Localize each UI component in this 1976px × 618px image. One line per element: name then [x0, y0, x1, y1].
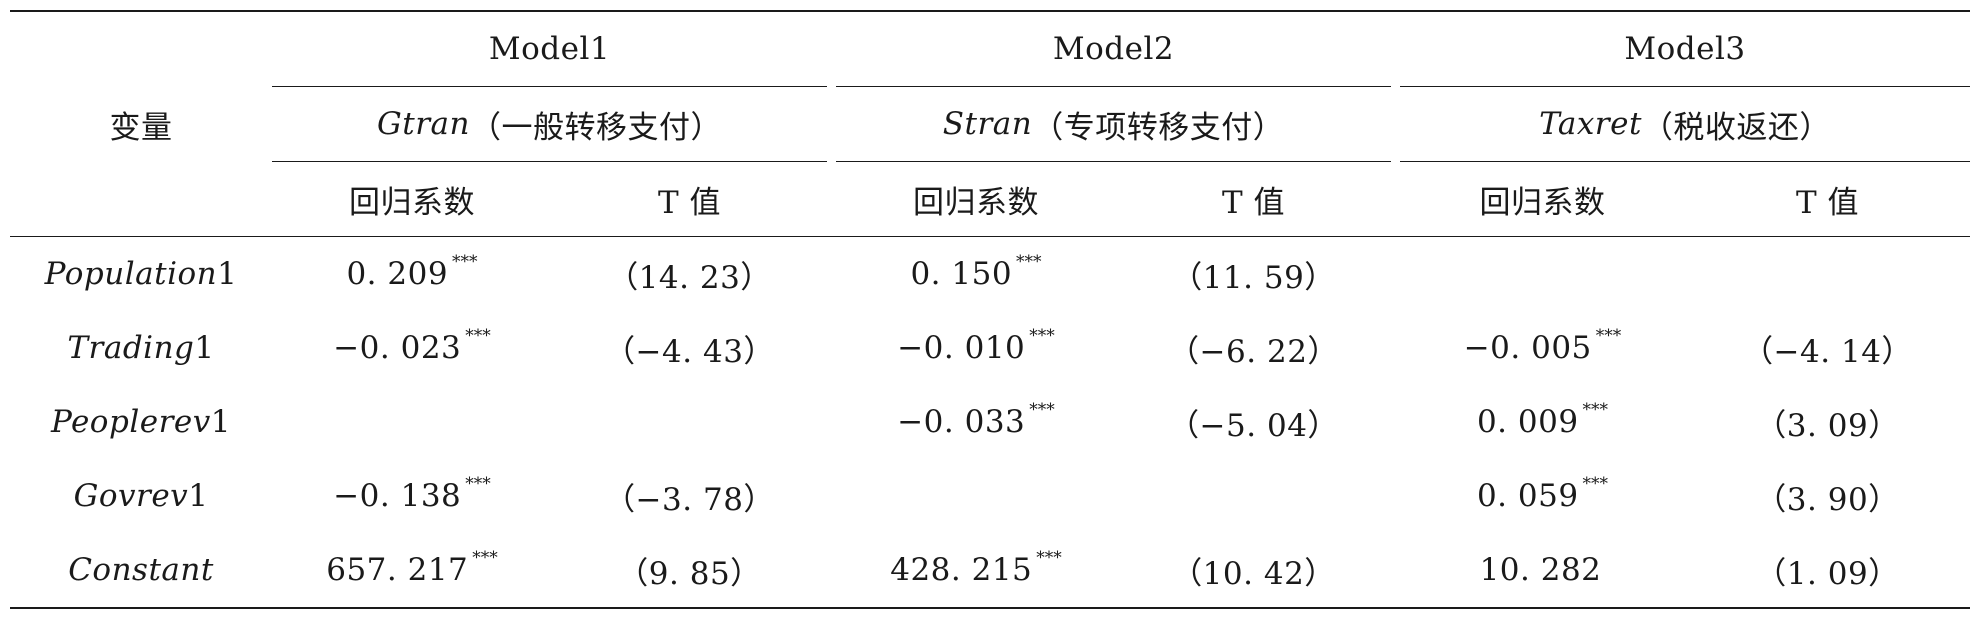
t-value-cell	[1116, 459, 1391, 533]
coefficient-cell: −0. 138 ***	[272, 459, 552, 533]
dep-var-desc: （税收返还）	[1641, 109, 1831, 146]
significance-stars: ***	[1029, 400, 1055, 420]
t-value-cell: （−6. 22）	[1168, 333, 1339, 370]
variable-suffix: 1	[194, 330, 215, 366]
model3-dependent-variable: Taxret （税收返还）	[1400, 87, 1970, 161]
variable-name: Trading 1	[10, 311, 272, 385]
model2-dependent-variable: Stran （专项转移支付）	[836, 87, 1391, 161]
t-value-cell: （10. 42）	[1171, 555, 1336, 592]
t-value-cell	[552, 385, 827, 459]
coefficient-cell: 428. 215 ***	[836, 533, 1116, 607]
variable-name: Govrev 1	[10, 459, 272, 533]
coefficient-cell: 10. 282	[1400, 533, 1685, 607]
dep-var-name: Gtran	[377, 106, 470, 142]
variable-label: Peoplerev	[51, 404, 211, 440]
variable-suffix: 1	[210, 404, 231, 440]
coefficient-value: 0. 009	[1476, 404, 1579, 440]
coefficient-cell	[272, 385, 552, 459]
t-value-cell	[1685, 237, 1970, 311]
variable-label: Population	[44, 256, 218, 292]
coefficient-value: −0. 138	[333, 478, 462, 514]
coefficient-value: −0. 033	[897, 404, 1026, 440]
t-value-cell: （−5. 04）	[1168, 407, 1339, 444]
coef-header: 回归系数	[349, 184, 475, 221]
row-header-label: 变量	[109, 109, 173, 146]
significance-stars: ***	[452, 252, 478, 272]
variable-label: Govrev	[73, 478, 189, 514]
model3-name: Model3	[1624, 31, 1746, 67]
coefficient-value: −0. 010	[897, 330, 1026, 366]
significance-stars: ***	[465, 474, 491, 494]
t-value-cell: （11. 59）	[1171, 259, 1336, 296]
t-value-cell: （−3. 78）	[604, 481, 775, 518]
tval-header: T 值	[657, 184, 722, 221]
header-bottom-rule	[10, 236, 1970, 237]
coefficient-cell: 0. 150 ***	[836, 237, 1116, 311]
coef-header: 回归系数	[1479, 184, 1606, 221]
coefficient-cell	[836, 459, 1116, 533]
coefficient-cell: −0. 023 ***	[272, 311, 552, 385]
coefficient-value: −0. 005	[1463, 330, 1592, 366]
regression-table: 变量 Model1 Model2 Model3 Gtran （一般转移支付） St…	[10, 10, 1970, 610]
t-value-cell: （3. 90）	[1755, 481, 1900, 518]
coef-header: 回归系数	[913, 184, 1039, 221]
variable-label: Constant	[68, 552, 214, 588]
depvar1-rule	[272, 161, 827, 162]
coefficient-cell: 0. 059 ***	[1400, 459, 1685, 533]
dep-var-name: Taxret	[1539, 106, 1642, 142]
dep-var-name: Stran	[942, 106, 1033, 142]
t-value-cell: （−4. 14）	[1742, 333, 1913, 370]
variable-suffix: 1	[188, 478, 209, 514]
depvar2-rule	[836, 161, 1391, 162]
model2-rule	[836, 86, 1391, 87]
coefficient-cell: 0. 209 ***	[272, 237, 552, 311]
coefficient-cell: 0. 009 ***	[1400, 385, 1685, 459]
tval-header: T 值	[1221, 184, 1286, 221]
significance-stars: ***	[1595, 326, 1622, 346]
variable-name: Population 1	[10, 237, 272, 311]
significance-stars: ***	[1029, 326, 1055, 346]
t-value-cell: （−4. 43）	[604, 333, 775, 370]
coefficient-value: −0. 023	[333, 330, 462, 366]
top-rule	[10, 10, 1970, 12]
coefficient-value: 428. 215	[890, 552, 1033, 588]
model1-rule	[272, 86, 827, 87]
coefficient-value: 0. 059	[1476, 478, 1579, 514]
variable-name: Peoplerev 1	[10, 385, 272, 459]
coefficient-cell: −0. 005 ***	[1400, 311, 1685, 385]
coefficient-cell	[1400, 237, 1685, 311]
significance-stars: ***	[1582, 474, 1609, 494]
tval-header: T 值	[1795, 184, 1860, 221]
significance-stars: ***	[1016, 252, 1042, 272]
t-value-cell: （3. 09）	[1755, 407, 1900, 444]
t-value-cell: （9. 85）	[617, 555, 762, 592]
variable-label: Trading	[67, 330, 195, 366]
t-value-cell: （14. 23）	[607, 259, 772, 296]
dep-var-desc: （一般转移支付）	[470, 109, 722, 146]
coefficient-value: 0. 209	[346, 256, 449, 292]
model1-dependent-variable: Gtran （一般转移支付）	[272, 87, 827, 161]
significance-stars: ***	[472, 548, 498, 568]
variable-name: Constant	[10, 533, 272, 607]
model3-rule	[1400, 86, 1970, 87]
depvar3-rule	[1400, 161, 1970, 162]
bottom-rule	[10, 607, 1970, 609]
t-value-cell: （1. 09）	[1755, 555, 1900, 592]
coefficient-value: 657. 217	[326, 552, 469, 588]
significance-stars: ***	[1036, 548, 1062, 568]
coefficient-cell: −0. 010 ***	[836, 311, 1116, 385]
coefficient-cell: 657. 217 ***	[272, 533, 552, 607]
dep-var-desc: （专项转移支付）	[1032, 109, 1285, 146]
coefficient-value: 10. 282	[1479, 552, 1602, 588]
significance-stars: ***	[465, 326, 491, 346]
significance-stars: ***	[1582, 400, 1609, 420]
model2-name: Model2	[1052, 31, 1175, 67]
model1-name: Model1	[488, 31, 611, 67]
coefficient-value: 0. 150	[910, 256, 1013, 292]
variable-suffix: 1	[217, 256, 238, 292]
coefficient-cell: −0. 033 ***	[836, 385, 1116, 459]
